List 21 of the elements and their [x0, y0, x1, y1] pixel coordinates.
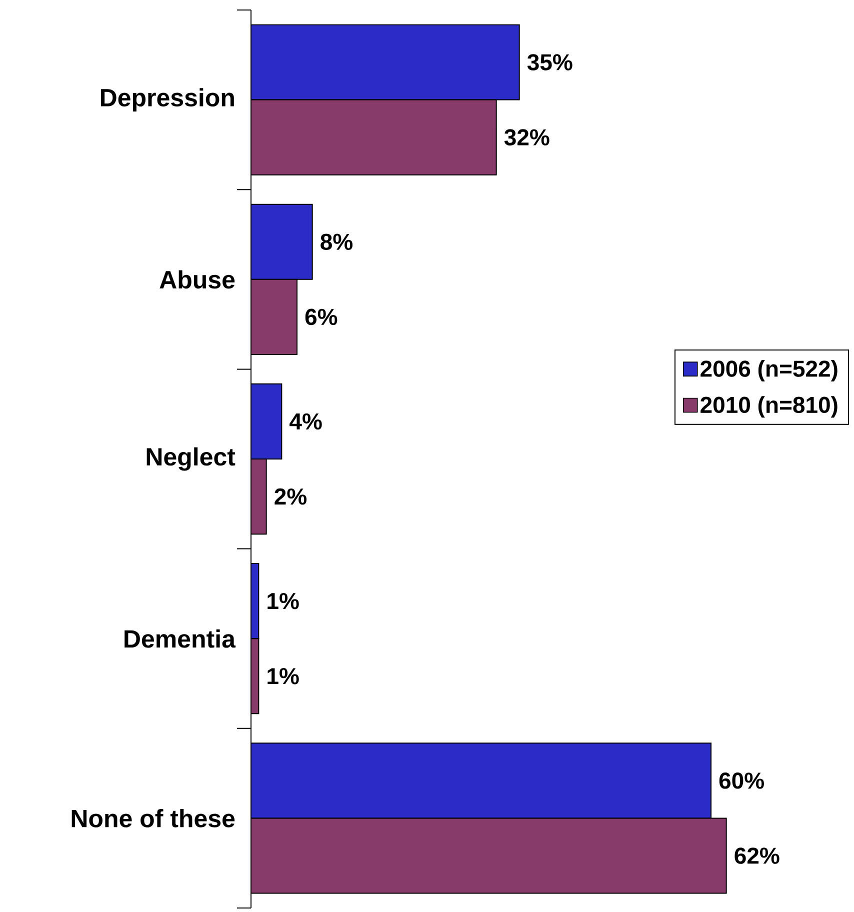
legend-label: 2010 (n=810) — [700, 396, 838, 418]
y-tick-label: Dementia — [124, 629, 236, 648]
y-tick-label: Abuse — [160, 270, 235, 289]
bar — [251, 818, 727, 894]
data-label: 60% — [719, 772, 764, 789]
legend-label: 2006 (n=522) — [700, 360, 838, 382]
data-label: 4% — [290, 413, 322, 430]
data-label: 1% — [268, 592, 299, 610]
y-tick-label: Neglect — [146, 447, 236, 471]
data-label: 8% — [320, 234, 353, 250]
data-label: 62% — [734, 848, 780, 864]
data-label: 2% — [274, 488, 307, 505]
data-label: 32% — [504, 129, 550, 146]
bar — [251, 458, 267, 535]
data-label: 6% — [305, 308, 338, 326]
data-label: 35% — [527, 54, 572, 70]
y-tick-label: Depression — [100, 88, 234, 112]
data-label: 1% — [268, 668, 299, 684]
bar — [251, 99, 497, 176]
y-tick-label: None of these — [72, 809, 235, 828]
bar — [251, 278, 298, 355]
